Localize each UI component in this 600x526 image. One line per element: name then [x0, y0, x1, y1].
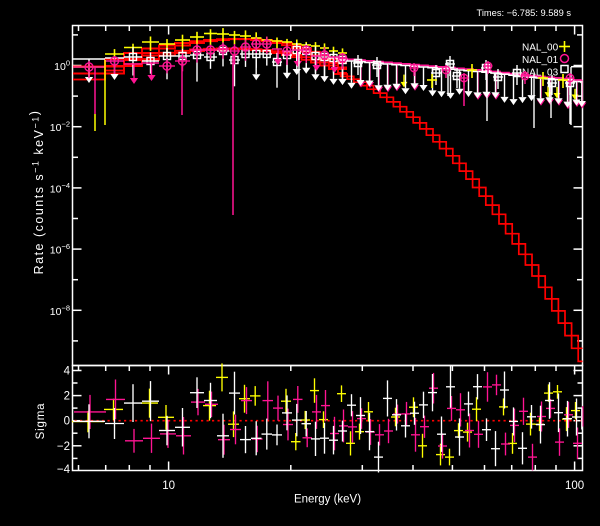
svg-text:Times: −6.785: 9.589 s: Times: −6.785: 9.589 s [477, 8, 572, 18]
svg-text:NAL_00: NAL_00 [522, 43, 559, 54]
svg-text:Energy (keV): Energy (keV) [294, 494, 361, 506]
svg-text:NAL_03: NAL_03 [522, 68, 559, 79]
svg-text:NAL_01: NAL_01 [522, 55, 559, 66]
svg-text:2: 2 [64, 391, 70, 403]
svg-text:0: 0 [64, 416, 70, 428]
svg-text:10: 10 [162, 480, 175, 492]
svg-text:Rate (counts s−1 keV−1): Rate (counts s−1 keV−1) [28, 110, 47, 275]
svg-text:−4: −4 [57, 464, 71, 476]
svg-text:4: 4 [64, 366, 71, 378]
svg-text:100: 100 [565, 480, 584, 492]
svg-text:Sigma: Sigma [35, 403, 47, 440]
svg-text:−2: −2 [57, 441, 70, 453]
